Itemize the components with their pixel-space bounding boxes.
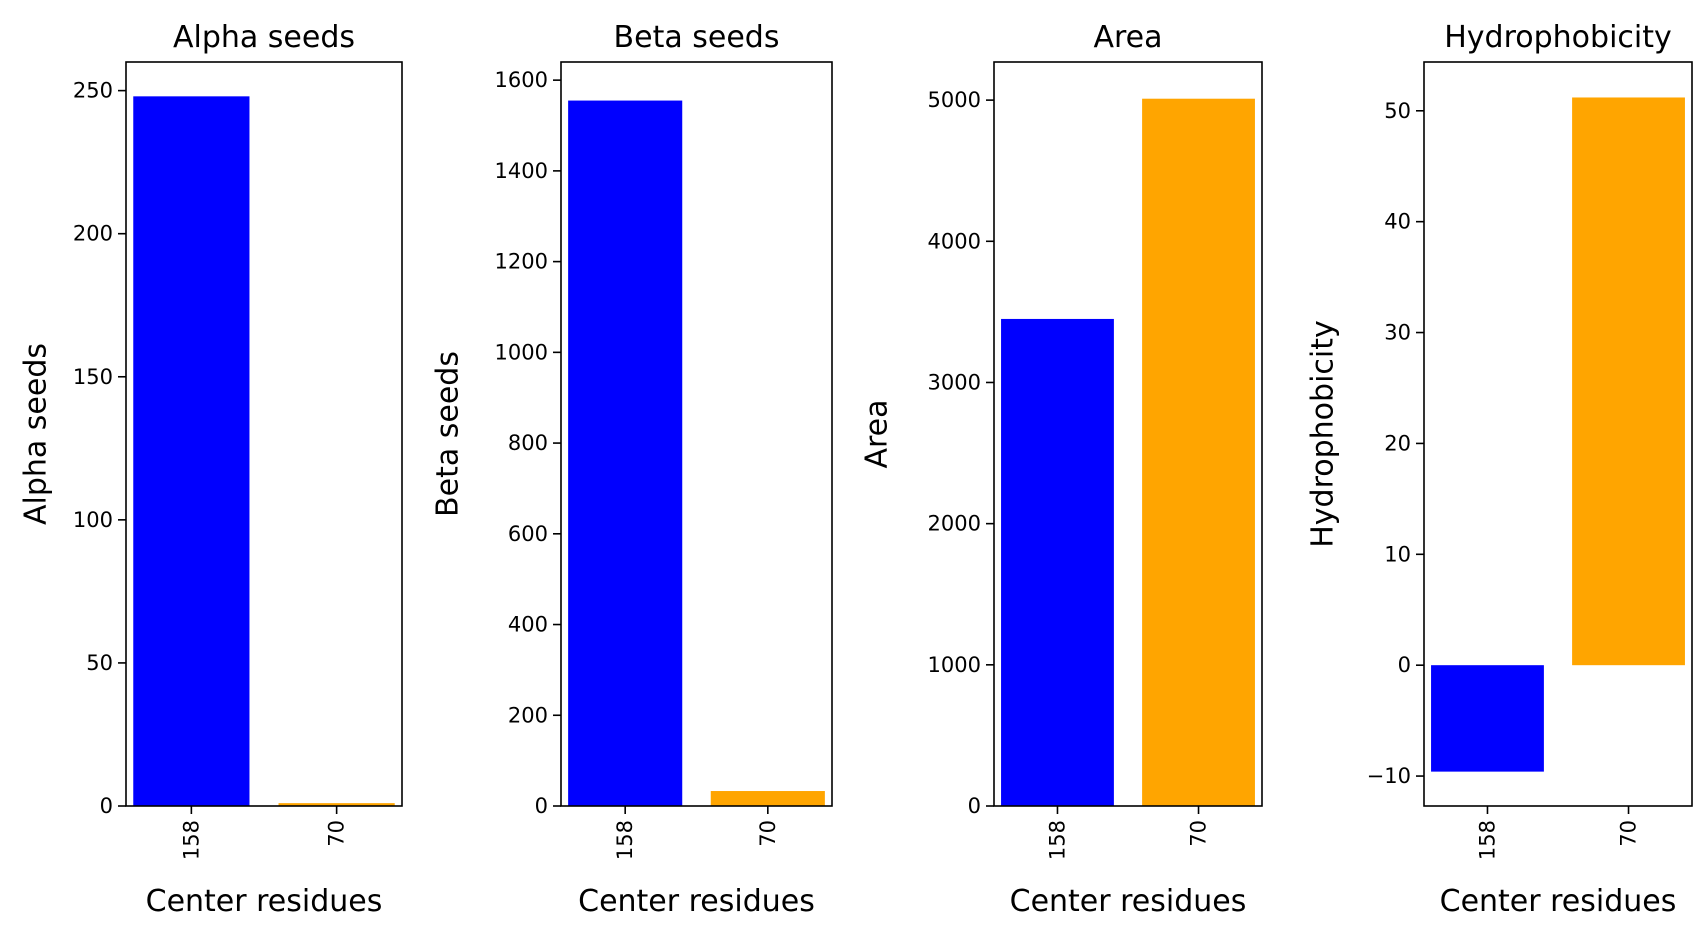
chart-title: Area: [1093, 20, 1162, 55]
chart-panel-3: 0 1000 2000 3000 4000 5000 158 70 Area Center res…: [860, 20, 1263, 919]
chart-panel-1: 0 50 100 150 200 250 158 70 Alpha seeds Center re…: [19, 20, 403, 919]
x-axis-label: Center residues: [1010, 884, 1247, 919]
y-tick-label: 50: [86, 651, 113, 675]
y-tick-label: 200: [508, 703, 548, 727]
y-axis-label: Area: [860, 399, 895, 468]
y-tick-label: 30: [1384, 321, 1411, 345]
y-tick-label: 1000: [928, 653, 981, 677]
x-tick-label: 70: [1617, 820, 1641, 847]
bar-70: [278, 803, 395, 806]
bar-158: [1431, 665, 1544, 772]
y-tick-label: 400: [508, 613, 548, 637]
x-tick-label: 158: [179, 820, 203, 860]
axes-frame: [1423, 61, 1693, 807]
x-tick-label: 70: [756, 820, 780, 847]
x-tick-label: 70: [1187, 820, 1211, 847]
y-axis-label: Hydrophobicity: [1306, 320, 1341, 548]
axes-frame: [993, 61, 1263, 807]
y-tick-label: 200: [73, 222, 113, 246]
y-tick-label: 250: [73, 79, 113, 103]
y-tick-label: 1200: [495, 250, 548, 274]
x-tick-label: 158: [613, 820, 637, 860]
y-tick-label: 0: [968, 794, 981, 818]
axes-frame: [125, 61, 403, 807]
y-tick-label: 50: [1384, 99, 1411, 123]
y-tick-label: 20: [1384, 431, 1411, 455]
chart-title: Hydrophobicity: [1444, 20, 1672, 55]
y-tick-label: 800: [508, 431, 548, 455]
y-tick-label: 1600: [495, 68, 548, 92]
y-tick-label: 10: [1384, 542, 1411, 566]
y-tick-label: −10: [1367, 764, 1411, 788]
bar-70: [1142, 98, 1255, 807]
y-tick-label: 0: [100, 794, 113, 818]
y-axis-label: Beta seeds: [431, 351, 466, 517]
axes-frame: [560, 61, 833, 807]
y-tick-label: 1400: [495, 159, 548, 183]
bar-158: [568, 100, 683, 806]
x-axis-label: Center residues: [578, 884, 815, 919]
x-axis-label: Center residues: [146, 884, 383, 919]
y-tick-label: 3000: [928, 370, 981, 394]
bar-158: [133, 96, 250, 807]
x-tick-label: 158: [1475, 820, 1499, 860]
y-tick-label: 4000: [928, 229, 981, 253]
bar-70: [1572, 97, 1685, 666]
y-tick-label: 1000: [495, 340, 548, 364]
chart-title: Alpha seeds: [173, 20, 355, 55]
y-tick-label: 100: [73, 508, 113, 532]
bar-158: [1001, 318, 1114, 806]
chart-panel-2: 0 200 400 600 800 1000 1200 1400 1600 158 70 Beta s…: [431, 20, 833, 919]
y-tick-label: 0: [535, 794, 548, 818]
chart-title: Beta seeds: [614, 20, 780, 55]
x-tick-label: 70: [325, 820, 349, 847]
y-tick-label: 2000: [928, 512, 981, 536]
chart-panel-4: −10 0 10 20 30 40 50 158 70 Hydrophobicity Center …: [1306, 20, 1693, 919]
y-axis-label: Alpha seeds: [19, 343, 54, 525]
y-tick-label: 40: [1384, 210, 1411, 234]
bar-70: [710, 791, 825, 806]
x-tick-label: 158: [1045, 820, 1069, 860]
y-tick-label: 5000: [928, 88, 981, 112]
y-tick-label: 150: [73, 365, 113, 389]
x-axis-label: Center residues: [1440, 884, 1677, 919]
y-tick-label: 600: [508, 522, 548, 546]
y-tick-label: 0: [1398, 653, 1411, 677]
